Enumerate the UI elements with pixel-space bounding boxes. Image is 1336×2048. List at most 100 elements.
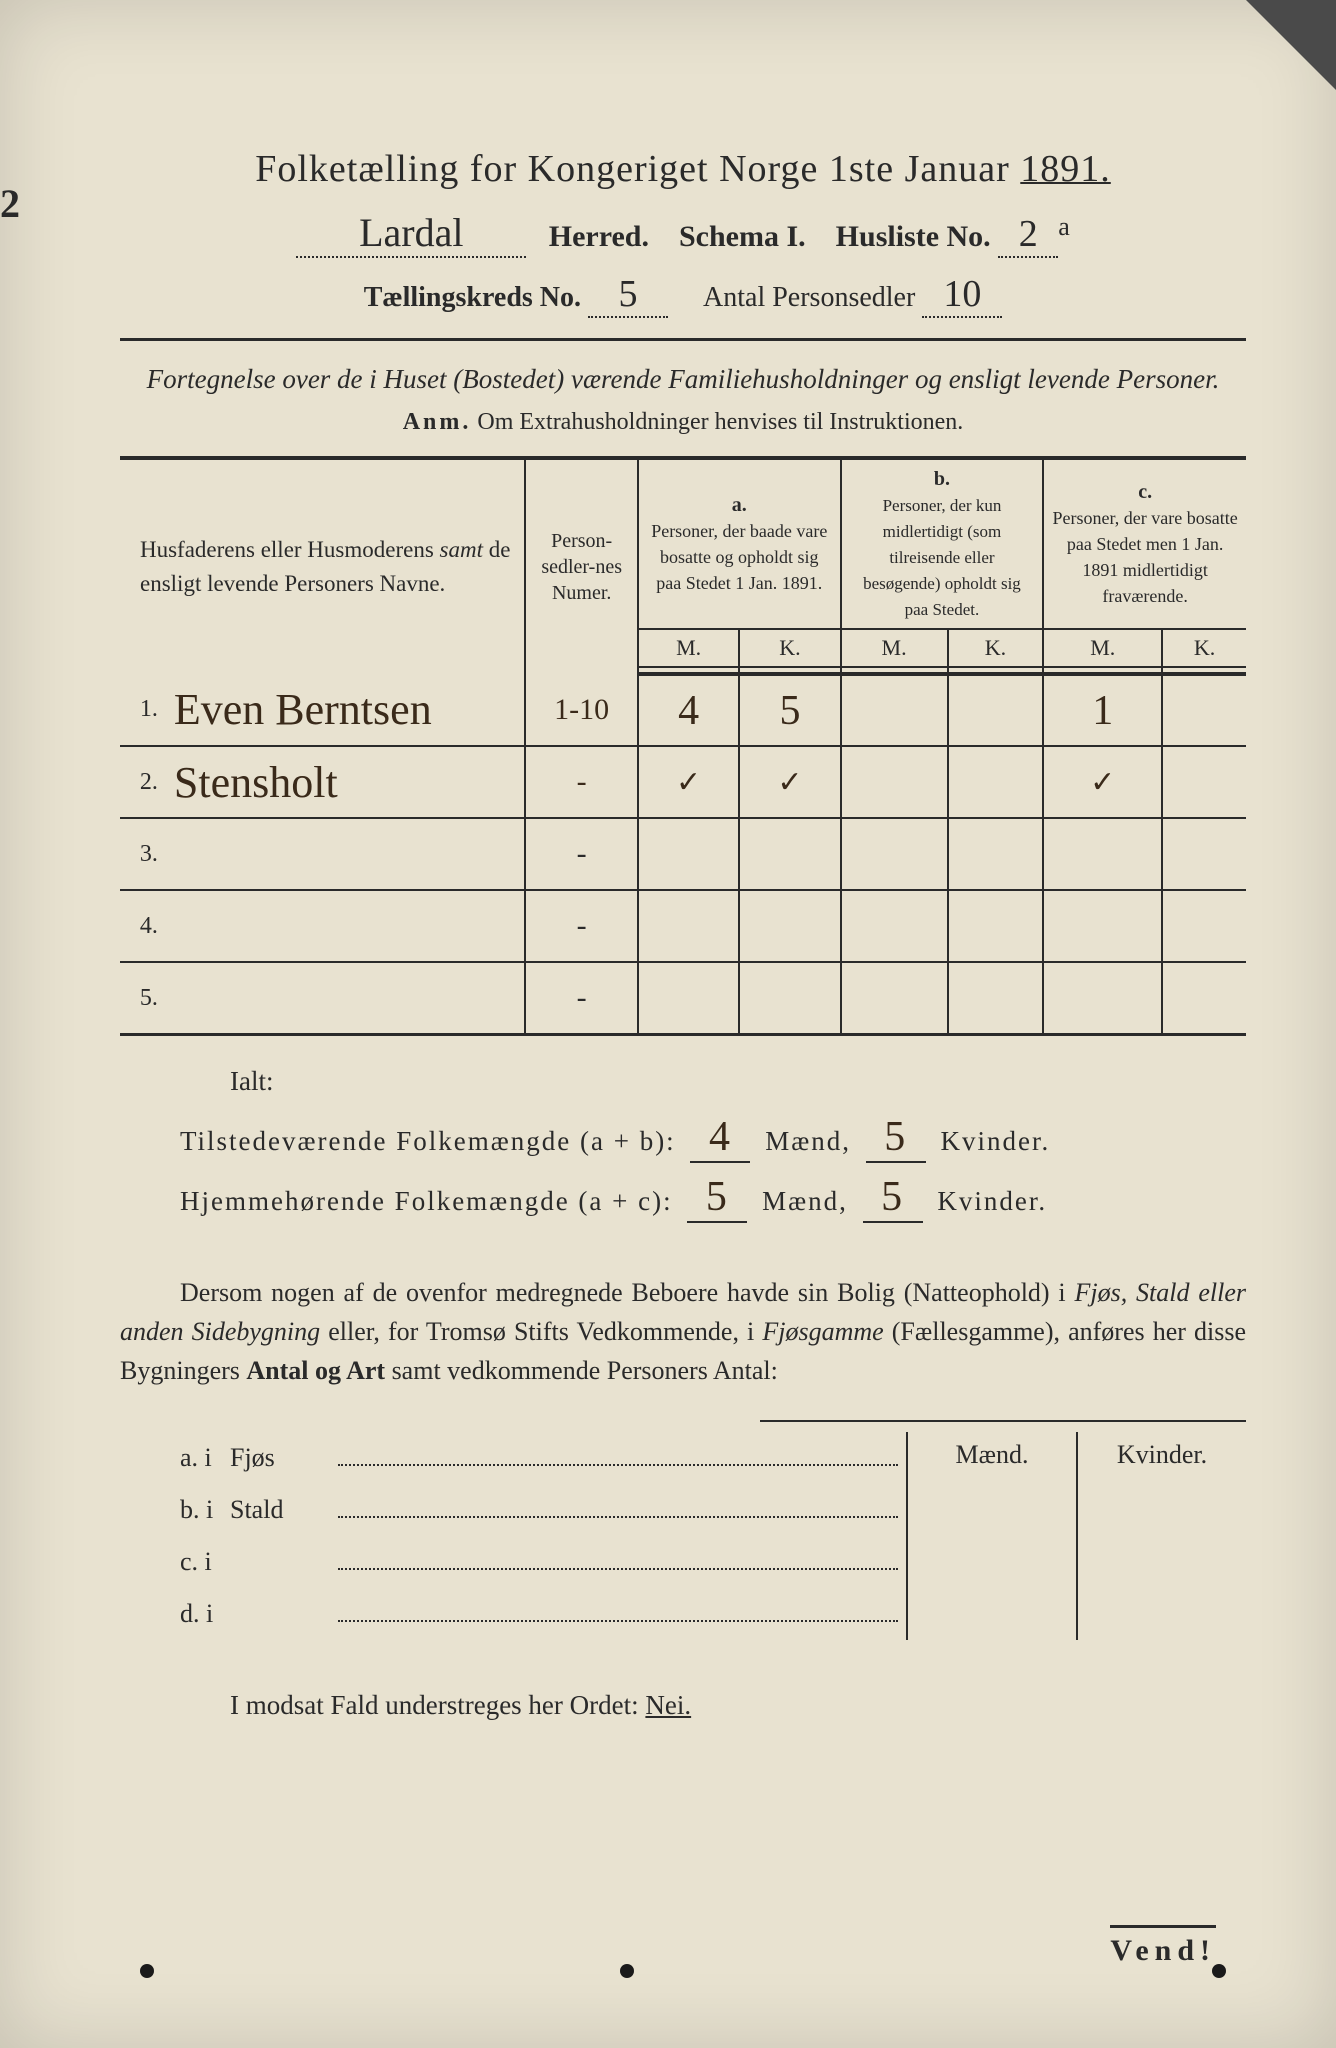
anm-note: Anm. Om Extrahusholdninger henvises til … [120,409,1246,436]
sidebyg-row-letter: b. i [180,1484,230,1536]
header-divider [120,338,1246,341]
row-number: 3. [120,818,170,890]
b-k-cell [948,890,1044,962]
herred-label: Herred. [549,220,649,253]
husliste-suffix: a [1058,212,1070,242]
ink-dot [620,1964,634,1978]
sidebyg-mk-cols: Mænd. Kvinder. [906,1432,1246,1640]
sidebygning-paragraph: Dersom nogen af de ovenfor medregnede Be… [120,1273,1246,1390]
anm-label: Anm. [403,409,472,435]
c-k-cell [1162,746,1246,818]
form-title: Folketælling for Kongeriget Norge 1ste J… [120,147,1246,191]
a-k-cell [739,890,840,962]
row-number: 4. [120,890,170,962]
col-header-a: a. Personer, der baade vare bosatte og o… [638,458,841,629]
col-b-m: M. [841,629,948,668]
numer-cell: - [525,746,638,818]
dotted-fill [338,1568,898,1570]
modsat-prefix: I modsat Fald understreges her Ordet: [230,1690,645,1720]
a-k-cell: 5 [739,674,840,746]
a-k-cell [739,962,840,1034]
b-m-cell [841,746,948,818]
sidebyg-row-label: Fjøs [230,1432,330,1484]
sidebyg-row: a. i Fjøs [180,1432,906,1484]
col-c-m: M. [1043,629,1162,668]
b-m-cell [841,890,948,962]
para-7: samt vedkommende Personers Antal: [385,1356,778,1385]
c-m-cell [1043,962,1162,1034]
vend-label: Vend! [1110,1925,1216,1968]
a-m-cell: 4 [638,674,739,746]
sidebyg-row-letter: d. i [180,1588,230,1640]
c-k-cell [1162,962,1246,1034]
totals-line-2: Hjemmehørende Folkemængde (a + c): 5 Mæn… [120,1173,1246,1223]
a-m-cell [638,890,739,962]
col-b-text: Personer, der kun midlertidigt (som tilr… [863,496,1021,619]
sidebyg-top-rule [760,1420,1246,1422]
col-c-text: Personer, der vare bosatte paa Stedet me… [1053,508,1238,606]
sidebyg-row-letter: a. i [180,1432,230,1484]
schema-label: Schema I. [679,220,806,253]
title-text: Folketælling for Kongeriget Norge 1ste J… [255,148,1020,190]
col-header-numer: Person-sedler-nes Numer. [525,458,638,675]
sidebyg-row-label: Stald [230,1484,330,1536]
ink-dot [1212,1964,1226,1978]
col-a-text: Personer, der baade vare bosatte og opho… [651,521,827,593]
totals-line-1: Tilstedeværende Folkemængde (a + b): 4 M… [120,1113,1246,1163]
sidebyg-kvinder-col: Kvinder. [1078,1432,1246,1640]
b-k-cell [948,818,1044,890]
maend-label-2: Mænd, [762,1186,848,1216]
a-m-cell [638,962,739,1034]
para-3: eller, for Tromsø Stifts Vedkommende, i [320,1317,762,1346]
col-c-label: c. [1138,481,1152,503]
c-m-cell [1043,818,1162,890]
header-line-3: Tællingskreds No. 5 Antal Personsedler 1… [120,272,1246,318]
a-m-cell [638,818,739,890]
table-row: 3. - [120,818,1246,890]
sidebyg-maend-col: Mænd. [908,1432,1078,1640]
sidebyg-row: c. i [180,1536,906,1588]
numer-cell: - [525,890,638,962]
name-cell [170,962,525,1034]
b-m-cell [841,818,948,890]
col-b-label: b. [934,468,950,490]
antal-value: 10 [943,272,981,316]
name-cell [170,890,525,962]
husliste-value: 2 [1019,212,1038,256]
table-row: 1. Even Berntsen 1-10 4 5 1 [120,674,1246,746]
title-year: 1891. [1020,148,1111,190]
a-k-cell: ✓ [739,746,840,818]
para-1: Dersom nogen af de ovenfor medregnede Be… [180,1278,1074,1307]
col-b-k: K. [948,629,1044,668]
para-4: Fjøsgamme [762,1317,883,1346]
col-header-names: Husfaderens eller Husmoderens samt de en… [120,458,525,675]
para-6: Antal og Art [246,1356,385,1385]
maend-label: Mænd, [765,1126,851,1156]
kvinder-label: Kvinder. [940,1126,1050,1156]
numer-cell: - [525,962,638,1034]
col-header-c: c. Personer, der vare bosatte paa Stedet… [1043,458,1246,629]
herred-value: Lardal [359,209,463,256]
c-k-cell [1162,890,1246,962]
name-cell [170,818,525,890]
totals2-m: 5 [706,1174,729,1220]
household-table: Husfaderens eller Husmoderens samt de en… [120,456,1246,1036]
kreds-value: 5 [619,272,638,316]
form-subtitle: Fortegnelse over de i Huset (Bostedet) v… [120,361,1246,399]
anm-text: Om Extrahusholdninger henvises til Instr… [477,409,963,435]
kvinder-label-2: Kvinder. [937,1186,1047,1216]
b-m-cell [841,674,948,746]
b-k-cell [948,962,1044,1034]
table-row: 4. - [120,890,1246,962]
name-cell: Even Berntsen [170,674,525,746]
c-k-cell [1162,674,1246,746]
dotted-fill [338,1620,898,1622]
col-a-k: K. [739,629,840,668]
numer-cell: - [525,818,638,890]
ink-dot [140,1964,154,1978]
name-cell: Stensholt [170,746,525,818]
table-row: 5. - [120,962,1246,1034]
dotted-fill [338,1516,898,1518]
b-m-cell [841,962,948,1034]
page-number: 22 [0,180,20,227]
